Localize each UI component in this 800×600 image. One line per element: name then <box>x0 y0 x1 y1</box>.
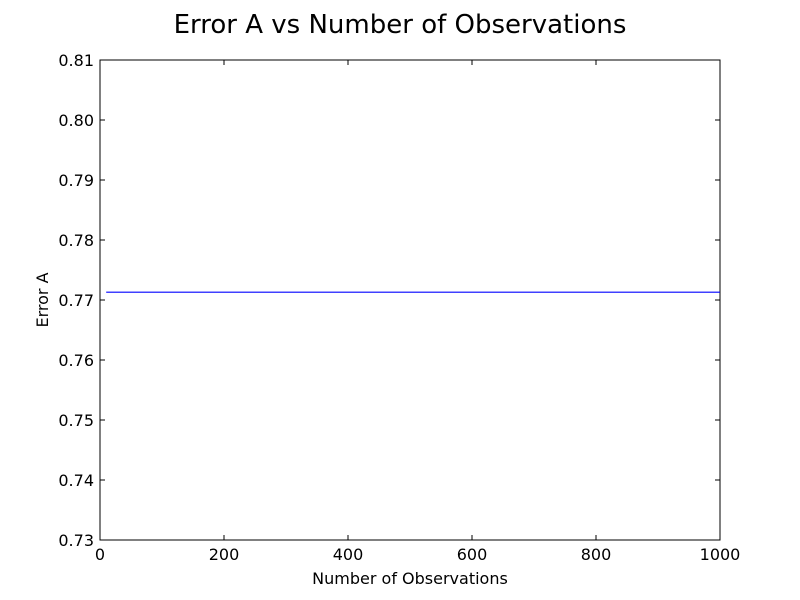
y-tick-label: 0.76 <box>58 351 94 370</box>
y-tick-label: 0.73 <box>58 531 94 550</box>
y-tick-label: 0.75 <box>58 411 94 430</box>
x-tick-label: 600 <box>457 545 488 564</box>
x-axis-label: Number of Observations <box>312 569 508 588</box>
plot-frame <box>99 59 721 541</box>
y-tick-label: 0.74 <box>58 471 94 490</box>
x-tick-label: 0 <box>95 545 105 564</box>
x-tick-label: 1000 <box>700 545 741 564</box>
chart-title: Error A vs Number of Observations <box>174 10 627 40</box>
y-tick-label: 0.79 <box>58 171 94 190</box>
y-axis-label: Error A <box>33 272 52 327</box>
x-tick-label: 800 <box>581 545 612 564</box>
x-tick-label: 200 <box>209 545 240 564</box>
x-tick-label: 400 <box>333 545 364 564</box>
y-tick-label: 0.81 <box>58 51 94 70</box>
y-axis: 0.73 0.74 0.75 0.76 0.77 0.78 0.79 0.80 0.81 <box>58 51 720 550</box>
x-axis: 0 200 400 600 800 1000 <box>95 60 740 564</box>
y-tick-label: 0.80 <box>58 111 94 130</box>
y-tick-label: 0.78 <box>58 231 94 250</box>
y-tick-label: 0.77 <box>58 291 94 310</box>
